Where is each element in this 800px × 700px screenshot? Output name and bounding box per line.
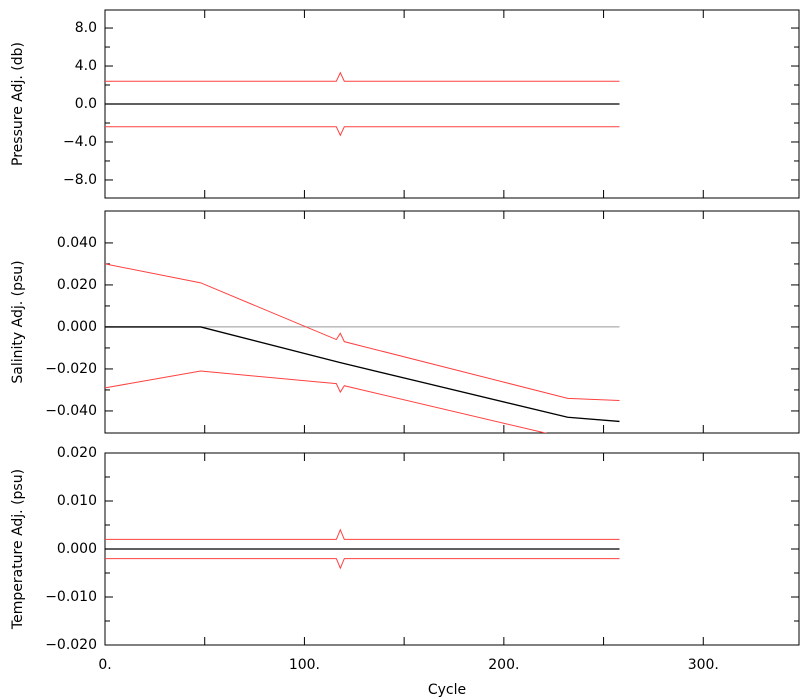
plot-frame: [104, 210, 800, 434]
y-axis-label: Pressure Adj. (db): [10, 42, 26, 166]
series-group: [105, 263, 620, 433]
y-tick-label: 8.0: [75, 20, 97, 36]
y-axis-label: Temperature Adj. (psu): [10, 469, 26, 630]
y-tick-label: −4.0: [63, 134, 97, 150]
y-tick-label: 0.040: [57, 235, 97, 251]
panel: 0.040 0.020 0.000 −0.020 −0.040 Salinity Adj.…: [10, 210, 800, 434]
series-line: [105, 558, 620, 570]
y-tick-label: 4.0: [75, 58, 97, 74]
y-tick-label: −0.020: [45, 361, 97, 377]
x-tick-label: 300.: [688, 657, 719, 673]
y-axis-label: Salinity Adj. (psu): [10, 260, 26, 383]
series-line: [105, 370, 548, 433]
x-tick-label: 200.: [488, 657, 519, 673]
series-line: [105, 126, 620, 137]
series-line: [105, 71, 620, 82]
y-tick-label: 0.0: [75, 96, 97, 112]
y-tick-label: 0.000: [57, 319, 97, 335]
series-group: [105, 71, 620, 137]
x-axis-label: Cycle: [428, 682, 466, 698]
x-tick-label: 0.: [98, 657, 111, 673]
x-tick-label: 100.: [289, 657, 320, 673]
y-tick-label: −0.020: [45, 637, 97, 653]
series-line: [105, 263, 620, 401]
y-tick-label: 0.010: [57, 493, 97, 509]
series-line: [105, 326, 620, 423]
series-group: [105, 528, 620, 570]
panel: 8.0 4.0 0.0 −4.0 −8.0 Pressure Adj. (db): [10, 9, 800, 199]
series-line: [105, 528, 620, 540]
y-tick-label: 0.020: [57, 445, 97, 461]
y-tick-label: −0.040: [45, 403, 97, 419]
y-tick-label: −8.0: [63, 172, 97, 188]
y-tick-label: 0.000: [57, 541, 97, 557]
y-tick-label: −0.010: [45, 589, 97, 605]
y-tick-label: 0.020: [57, 277, 97, 293]
